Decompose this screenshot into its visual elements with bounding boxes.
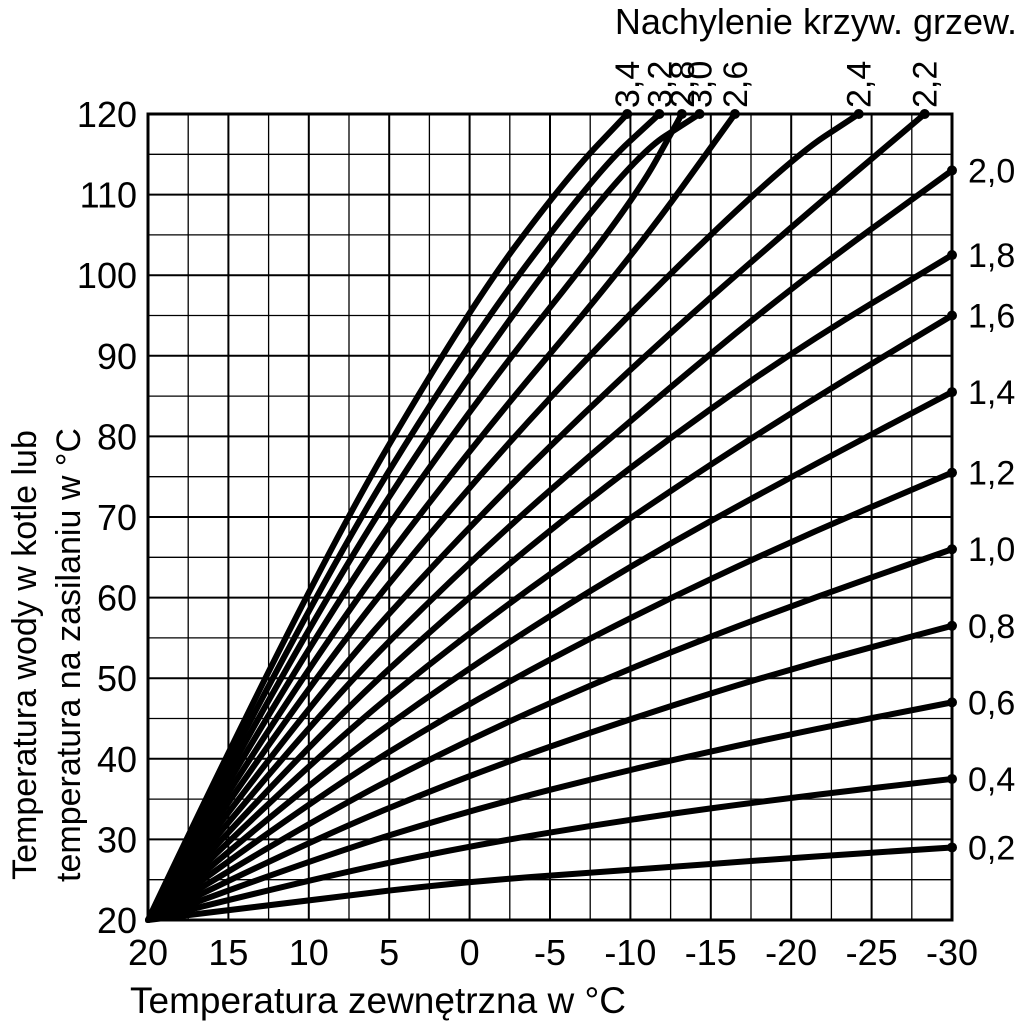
curve-end-dot-0-4 [947,773,957,784]
x-tick-label: 10 [289,932,329,973]
curve-line-2-0 [145,167,955,923]
plot-frame [146,112,954,922]
y-tick-label: 50 [97,658,137,699]
curve-line-1-2 [145,469,955,923]
x-tick-label: 0 [460,932,480,973]
curve-end-dot-3-2 [654,109,665,119]
y-tick-label: 30 [97,819,137,860]
curve-end-dot-1-2 [947,467,957,478]
curve-end-dot-2-4 [853,109,864,119]
slope-label-right: 0,8 [968,608,1015,646]
slope-label-right: 0,4 [968,761,1015,799]
curve-line-0-2 [145,844,955,923]
slope-label-top: 2,4 [841,61,879,108]
x-tick-label: 5 [379,932,399,973]
curve-end-dots [622,109,957,853]
y-tick-label: 80 [97,416,137,457]
x-tick-label: -10 [604,932,656,973]
slope-label-right: 0,2 [968,829,1015,867]
curve-end-dot-1-4 [947,387,957,398]
curve-end-dot-1-6 [947,310,957,321]
curve-line-2-2 [145,111,928,923]
curve-end-dot-2-0 [947,165,957,176]
y-tick-label: 20 [97,900,137,941]
slope-label-top: 3,0 [682,61,720,108]
curve-end-dot-0-8 [947,620,957,631]
slope-label-right: 1,6 [968,298,1015,336]
curve-line-0-8 [145,622,955,923]
curve-line-3-0 [145,111,703,923]
y-tick-label: 60 [97,578,137,619]
curve-end-dot-3-4 [622,109,633,119]
slope-label-top: 3,2 [641,61,679,108]
curve-end-dot-1-0 [947,544,957,555]
x-tick-label: -25 [846,932,898,973]
y-tick-label: 110 [80,175,137,216]
x-tick-label: 15 [208,932,248,973]
chart-title: Nachylenie krzyw. grzew. [615,1,1017,42]
curve-end-dot-0-2 [947,842,957,853]
slope-label-top: 2,6 [717,61,755,108]
curve-line-1-6 [145,312,955,923]
y-tick-label: 40 [97,739,137,780]
y-tick-label: 100 [77,255,137,296]
y-tick-label: 70 [97,497,137,538]
curve-line-2-4 [145,111,862,923]
x-tick-label: -5 [534,932,566,973]
y-tick-label: 120 [77,94,137,135]
y-tick-label: 90 [97,336,137,377]
plot-border [146,112,954,922]
curve-line-1-0 [145,546,955,923]
y-axis-label-line-2: temperatura na zasilaniu w °C [50,428,88,882]
slope-label-top: 3,4 [609,61,647,108]
curve-line-0-6 [145,699,955,923]
slope-label-right: 1,4 [968,374,1015,412]
slope-label-right: 1,2 [968,455,1015,493]
x-tick-label: 20 [128,932,168,973]
curve-line-3-2 [145,111,663,923]
curve-end-dot-2-6 [729,109,740,119]
curve-line-2-8 [145,111,685,923]
curve-line-0-4 [145,775,955,923]
curve-end-dot-1-8 [947,250,957,261]
slope-label-right: 1,8 [968,237,1015,275]
slope-label-right: 0,6 [968,684,1015,722]
tick-labels: 20 15 10 5 0 -5 -10 -15 -20 -25 -30203040506070809… [77,94,978,973]
curve-labels: 2,01,81,61,41,21,00,80,60,40,23,43,2 3,02… [609,61,1015,868]
x-axis-label: Temperatura zewnętrzna w °C [130,980,626,1021]
x-tick-label: -20 [765,932,817,973]
slope-label-right: 1,0 [968,531,1015,569]
curve-line-1-4 [145,389,955,923]
slope-label-top: 2,2 [907,61,945,108]
slope-label-top: 2,8 [664,61,702,108]
curve-end-dot-0-6 [947,697,957,708]
curve-lines [145,111,955,923]
curve-line-2-6 [145,111,738,923]
x-tick-label: -30 [926,932,978,973]
x-tick-label: -15 [685,932,737,973]
curve-end-dot-2-8 [676,109,687,119]
curve-end-dot-3-0 [694,109,705,119]
slope-label-right: 2,0 [968,152,1015,190]
curve-line-1-8 [145,252,955,923]
curve-line-3-4 [145,111,631,923]
y-axis-label-line-1: Temperatura wody w kotle lub [6,430,44,880]
curve-end-dot-2-2 [919,109,930,119]
